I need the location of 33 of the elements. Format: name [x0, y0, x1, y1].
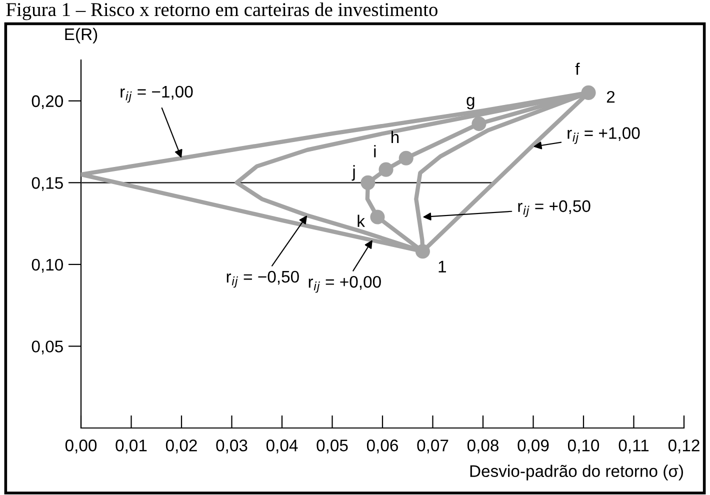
x-tick-label: 0,10 [568, 440, 600, 454]
annotation: g [466, 96, 474, 110]
x-tick-label: 0,01 [116, 440, 147, 454]
x-tick-label: 0,12 [668, 440, 700, 454]
annotation: h [392, 130, 399, 143]
x-tick-label: 0,05 [316, 440, 348, 454]
annotation: i [374, 145, 376, 158]
x-tick-label: 0,00 [65, 440, 97, 454]
x-tick-label: 0,09 [518, 440, 549, 454]
annotation: f [575, 62, 580, 75]
x-tick-label: 0,03 [216, 440, 248, 454]
y-tick-label: 0,05 [32, 340, 63, 354]
annotation: r$_{ij}$ = +0,00 [308, 276, 381, 293]
annotation: r$_{ij}$ = −0,50 [226, 270, 299, 288]
y-tick-label: 0,15 [32, 177, 63, 191]
x-axis-title: Desvio-padrão do retorno (σ) [470, 464, 683, 480]
y-tick-label: 0,10 [32, 258, 63, 273]
annotation: 2 [606, 90, 615, 103]
y-tick-label: 0,20 [32, 95, 63, 110]
x-tick-label: 0,02 [166, 440, 197, 454]
annotation: k [358, 214, 365, 227]
x-tick-label: 0,06 [366, 440, 398, 454]
x-tick-label: 0,08 [467, 440, 498, 454]
annotation: j [352, 165, 355, 181]
annotation: r$_{ij}$ = −1,00 [120, 86, 193, 103]
chart-title: Figura 1 – Risco x retorno em carteiras de investimento [6, 2, 438, 20]
annotation: 1 [438, 260, 446, 272]
annotation: r$_{ij}$ = +1,00 [568, 127, 640, 144]
x-tick-label: 0,04 [266, 440, 298, 454]
x-tick-label: 0,11 [618, 440, 649, 454]
annotation: r$_{ij}$ = +0,50 [518, 200, 590, 218]
y-axis-title: E(R) [65, 28, 98, 44]
x-tick-label: 0,07 [417, 440, 448, 454]
